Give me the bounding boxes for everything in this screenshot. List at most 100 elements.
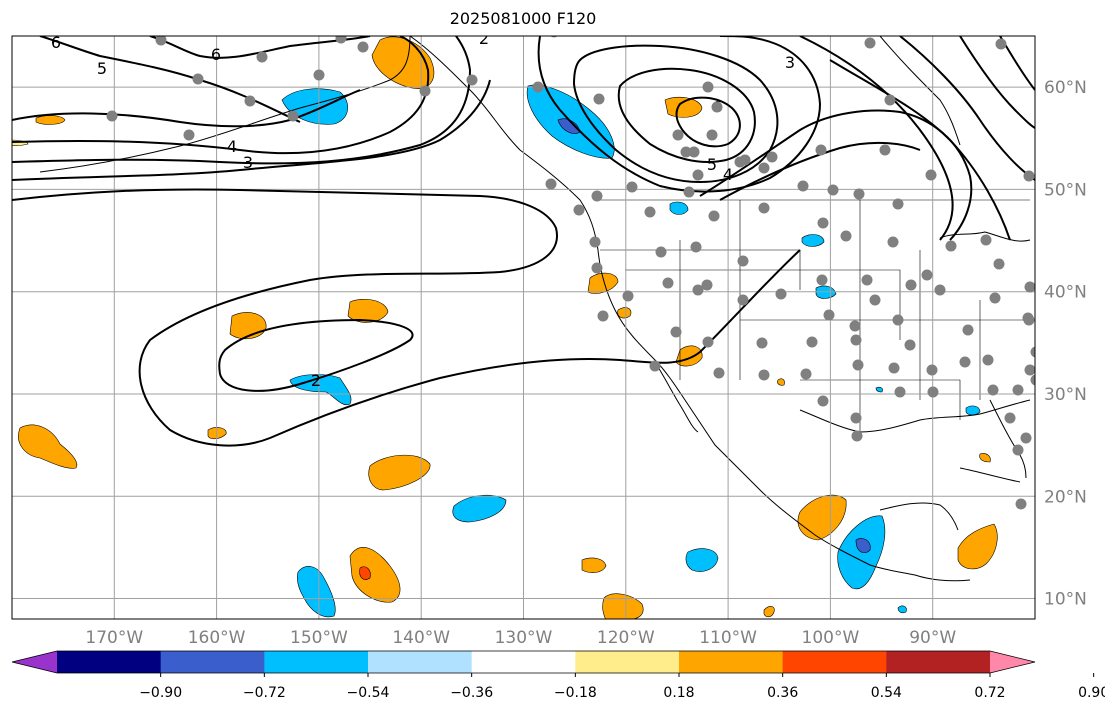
colorbar-tick-label: 0.90 xyxy=(1078,685,1105,701)
contour-line xyxy=(149,36,371,59)
station-marker xyxy=(1023,314,1035,326)
yucatan xyxy=(879,502,959,531)
station-marker xyxy=(959,356,971,368)
station-marker xyxy=(927,386,939,398)
colorbar-segment xyxy=(160,651,265,673)
contour-label: 3 xyxy=(243,153,253,172)
negative-anomaly-patch xyxy=(669,201,689,215)
station-marker xyxy=(357,41,369,53)
map-title: 2025081000 F120 xyxy=(449,9,597,28)
station-marker xyxy=(702,336,714,348)
station-marker xyxy=(869,294,881,306)
positive-anomaly-patch xyxy=(229,312,267,340)
station-marker xyxy=(706,129,718,141)
longitude-tick-label: 150°W xyxy=(290,628,348,648)
station-marker xyxy=(626,181,638,193)
station-marker xyxy=(1015,498,1027,510)
station-marker xyxy=(925,169,937,181)
station-marker xyxy=(817,217,829,229)
station-marker xyxy=(823,309,835,321)
station-marker xyxy=(692,169,704,181)
positive-anomaly-patch xyxy=(957,523,998,570)
colorbar-segment xyxy=(57,651,162,673)
strong-negative-anomaly-patch xyxy=(855,538,871,553)
positive-anomaly-patch xyxy=(617,307,632,319)
station-marker xyxy=(591,190,603,202)
contour-label: 5 xyxy=(707,155,717,174)
station-marker xyxy=(945,240,957,252)
station-marker xyxy=(256,51,268,63)
station-marker xyxy=(1012,444,1024,456)
station-marker xyxy=(758,202,770,214)
contour-line xyxy=(719,141,921,201)
colorbar-tick-label: −0.36 xyxy=(450,685,493,701)
station-marker xyxy=(192,73,204,85)
station-marker xyxy=(993,258,1005,270)
station-marker xyxy=(758,369,770,381)
contour-line xyxy=(12,89,361,128)
colorbar-tick-label: 0.54 xyxy=(871,685,902,701)
station-marker xyxy=(987,384,999,396)
station-marker xyxy=(545,178,557,190)
strong-positive-anomaly-patch xyxy=(359,566,371,580)
station-marker xyxy=(680,146,692,158)
map-area: 6 5 6 4 3 2 3 6 5 4 2 xyxy=(12,29,1035,619)
station-marker xyxy=(892,198,904,210)
station-marker xyxy=(884,94,896,106)
negative-anomaly-patch xyxy=(897,605,907,614)
positive-anomaly-patch xyxy=(581,557,607,573)
contour-label: 2 xyxy=(311,371,321,390)
station-marker xyxy=(758,162,770,174)
station-marker xyxy=(672,129,684,141)
latitude-tick-label: 30°N xyxy=(1044,385,1087,405)
contour-label: 5 xyxy=(97,59,107,78)
station-marker xyxy=(817,395,829,407)
colorbar-segment xyxy=(782,651,887,673)
station-marker xyxy=(670,326,682,338)
map-frame xyxy=(11,35,1036,620)
baja-california xyxy=(654,361,699,433)
station-marker xyxy=(756,337,768,349)
colorbar-tick-label: −0.18 xyxy=(554,685,597,701)
station-marker xyxy=(711,101,723,113)
positive-anomaly-patch xyxy=(18,424,78,469)
station-marker xyxy=(183,129,195,141)
station-marker xyxy=(597,310,609,322)
station-marker xyxy=(1024,364,1035,376)
station-marker xyxy=(737,294,749,306)
station-marker xyxy=(800,368,812,380)
station-marker xyxy=(797,180,809,192)
station-marker xyxy=(989,292,1001,304)
positive-anomaly-patch xyxy=(587,272,619,294)
latitude-tick-label: 40°N xyxy=(1044,283,1087,303)
station-marker xyxy=(766,151,778,163)
contour-line xyxy=(12,36,430,155)
contour-line xyxy=(39,36,301,123)
positive-anomaly-patch xyxy=(979,453,991,463)
negative-anomaly-patch xyxy=(452,494,507,523)
positive-anomaly-patch xyxy=(777,378,785,386)
positive-anomaly-patch xyxy=(763,606,775,618)
station-marker xyxy=(892,314,904,326)
station-marker xyxy=(815,144,827,156)
station-marker xyxy=(850,334,862,346)
station-marker xyxy=(894,386,906,398)
longitude-tick-label: 120°W xyxy=(597,628,655,648)
station-marker xyxy=(980,234,992,246)
station-marker xyxy=(734,156,746,168)
station-marker xyxy=(287,110,299,122)
contour-label: 2 xyxy=(479,29,489,48)
colorbar-tick-label: −0.72 xyxy=(243,685,286,701)
contour-line xyxy=(799,36,954,241)
station-marker xyxy=(701,279,713,291)
negative-anomaly-patch xyxy=(801,234,825,247)
station-marker xyxy=(244,95,256,107)
station-marker xyxy=(1012,384,1024,396)
positive-anomaly-patch xyxy=(602,593,644,619)
station-marker xyxy=(593,93,605,105)
north-america-pacific-coast xyxy=(409,36,971,582)
negative-anomaly-patch xyxy=(837,515,886,590)
longitude-tick-label: 160°W xyxy=(188,628,246,648)
colorbar: −0.90 −0.72 −0.54 −0.36 −0.18 0.18 0.36 0.54 0.7… xyxy=(11,650,1105,701)
station-marker xyxy=(1030,374,1035,386)
